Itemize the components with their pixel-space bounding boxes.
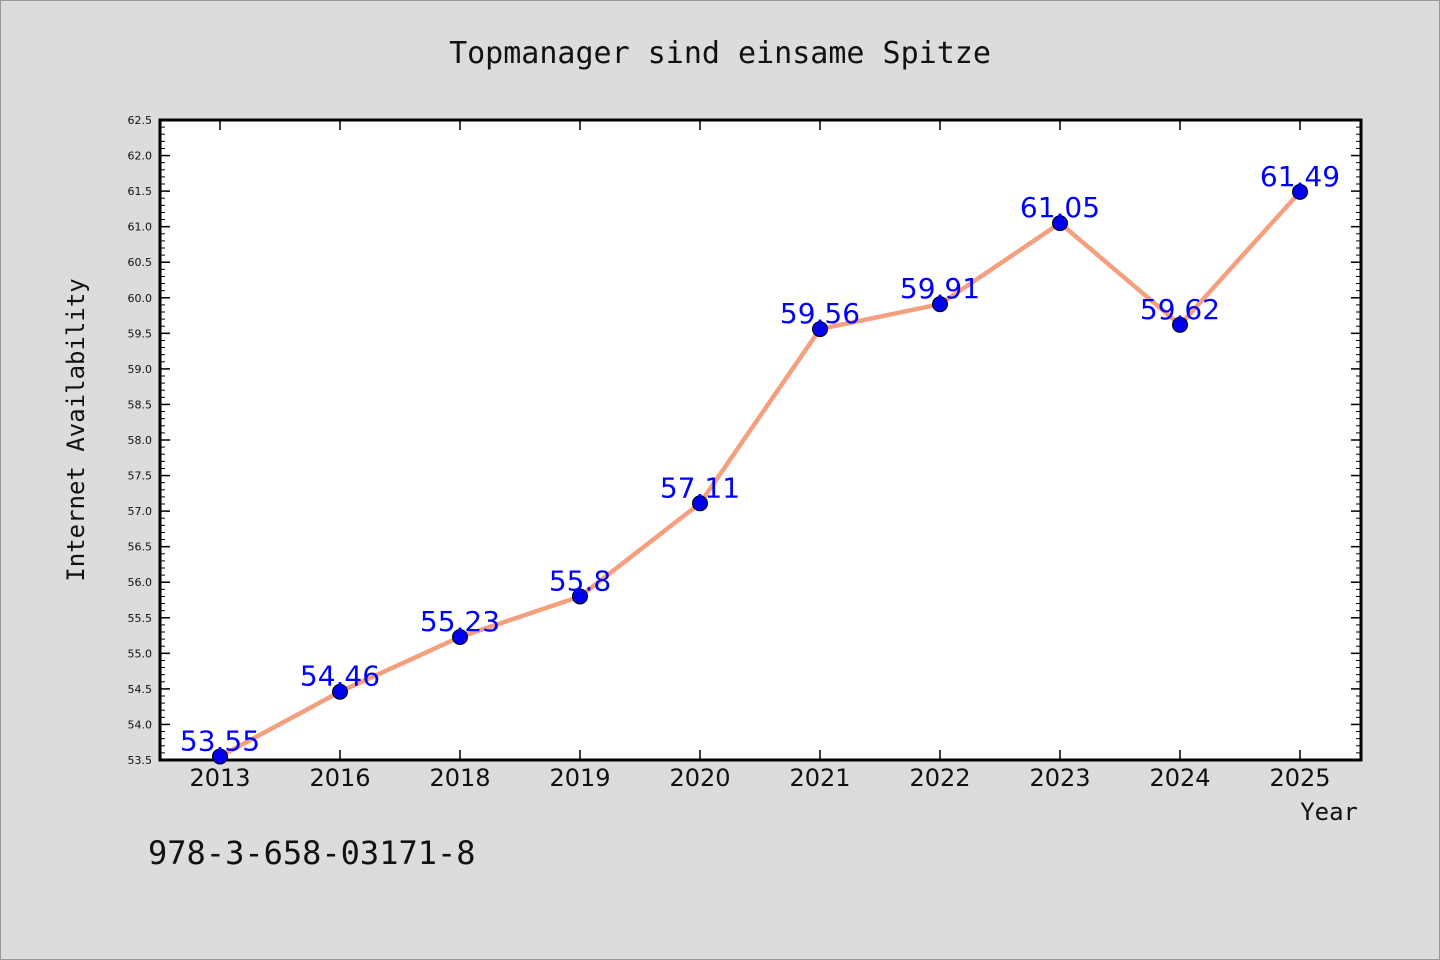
- x-tick-label: 2020: [669, 764, 730, 792]
- y-tick-label: 55.5: [128, 612, 153, 625]
- y-tick-label: 56.5: [128, 541, 153, 554]
- series-line: [217, 189, 1303, 759]
- x-tick-label: 2016: [309, 764, 370, 792]
- y-tick-label: 59.5: [128, 327, 153, 340]
- x-tick-label: 2019: [549, 764, 610, 792]
- chart-title: Topmanager sind einsame Spitze: [449, 36, 991, 71]
- y-axis-label: Internet Availability: [62, 278, 90, 581]
- y-tick-label: 61.0: [128, 221, 153, 234]
- data-point: [1052, 215, 1068, 232]
- data-label: 59.56: [780, 297, 860, 330]
- x-tick-label: 2025: [1269, 764, 1330, 792]
- data-label: 55.8: [549, 564, 611, 597]
- y-tick-label: 55.0: [128, 647, 153, 660]
- data-label: 61.05: [1020, 191, 1100, 224]
- x-tick-label: 2022: [909, 764, 970, 792]
- plot-area: [158, 118, 1363, 762]
- data-point: [212, 748, 228, 765]
- data-point: [932, 296, 948, 313]
- y-tick-label: 60.0: [128, 292, 153, 305]
- series-polyline: [217, 189, 1303, 759]
- series-markers: [212, 183, 1308, 765]
- x-tick-label: 2023: [1029, 764, 1090, 792]
- data-point: [572, 588, 588, 605]
- data-label: 57.11: [660, 471, 740, 504]
- data-point: [1292, 183, 1308, 200]
- y-tick-label: 60.5: [128, 256, 153, 269]
- x-tick-label: 2021: [789, 764, 850, 792]
- x-tick-label: 2013: [189, 764, 250, 792]
- y-tick-label: 62.5: [128, 114, 153, 127]
- y-tick-label: 61.5: [128, 185, 153, 198]
- data-label: 53.55: [180, 724, 260, 757]
- y-tick-label: 54.5: [128, 683, 153, 696]
- footer-isbn: 978-3-658-03171-8: [148, 834, 476, 872]
- data-point: [812, 321, 828, 338]
- y-tick-label: 59.0: [128, 363, 153, 376]
- data-label: 61.49: [1260, 160, 1340, 193]
- x-axis-label: Year: [1300, 798, 1358, 826]
- y-tick-label: 56.0: [128, 576, 153, 589]
- x-tick-label: 2024: [1149, 764, 1210, 792]
- data-label: 54.46: [300, 660, 380, 693]
- y-tick-label: 58.0: [128, 434, 153, 447]
- data-point: [1172, 316, 1188, 333]
- data-labels: 53.55 54.46 55.23 55.8 57.11 59.56 59.91 61.05 5…: [180, 160, 1340, 758]
- data-point: [332, 683, 348, 700]
- y-tick-label: 57.0: [128, 505, 153, 518]
- y-tick-label: 54.0: [128, 718, 153, 731]
- x-tick-label: 2018: [429, 764, 490, 792]
- x-axis: 2013 2016 2018 2019 2020 2021 2022 2023 2024 2025: [189, 120, 1331, 792]
- y-axis: 53.5 54.0 54.5 55.0 55.5 56.0 56.5 57.0 57.5 58.0…: [128, 114, 1361, 767]
- y-tick-label: 62.0: [128, 150, 153, 163]
- data-point: [452, 628, 468, 645]
- data-label: 55.23: [420, 605, 500, 638]
- y-tick-label: 58.5: [128, 398, 153, 411]
- y-tick-label: 57.5: [128, 470, 153, 483]
- data-label: 59.91: [900, 272, 980, 305]
- data-label: 59.62: [1140, 293, 1220, 326]
- data-point: [692, 495, 708, 512]
- y-tick-label: 53.5: [128, 754, 153, 767]
